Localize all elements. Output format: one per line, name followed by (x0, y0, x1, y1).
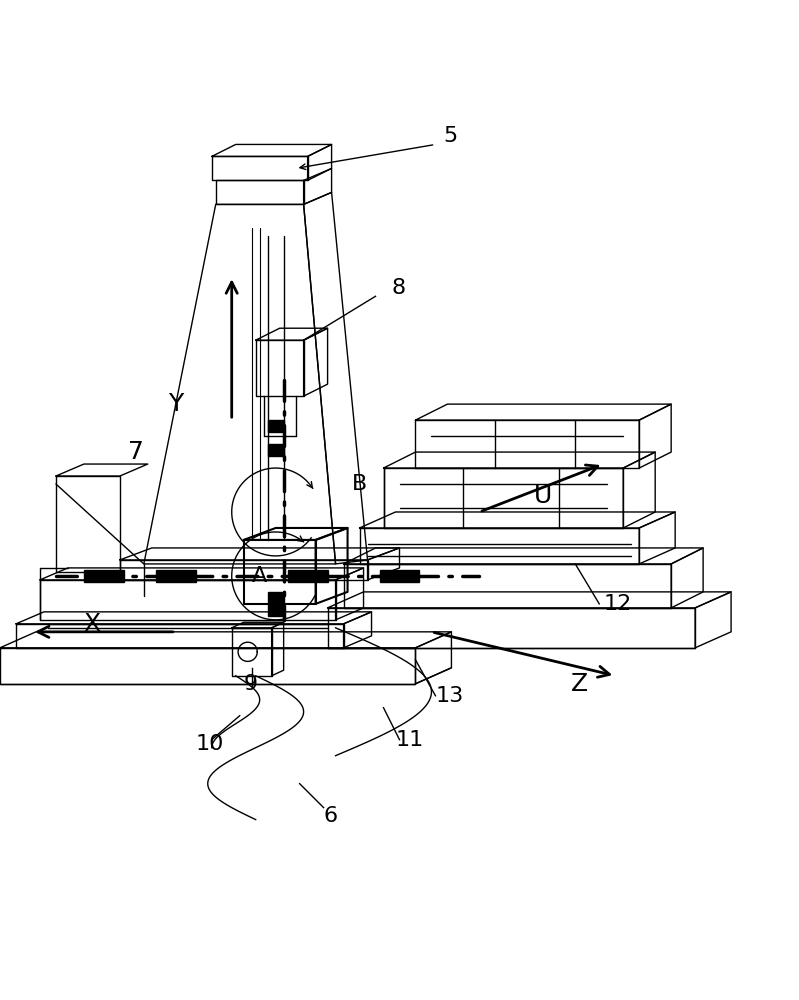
Text: Y: Y (168, 392, 184, 416)
Text: U: U (535, 484, 552, 508)
Bar (268, 444, 284, 456)
Bar (156, 570, 196, 582)
Bar (84, 570, 124, 582)
Text: 10: 10 (196, 734, 225, 754)
Text: 9: 9 (244, 674, 258, 694)
Text: Z: Z (570, 672, 588, 696)
Bar (268, 420, 284, 432)
Text: 13: 13 (435, 686, 463, 706)
Text: B: B (352, 474, 367, 494)
Bar (288, 570, 328, 582)
Text: A: A (252, 566, 267, 586)
Text: 7: 7 (128, 440, 144, 464)
Text: 12: 12 (603, 594, 631, 614)
Text: 6: 6 (324, 806, 338, 826)
Bar (268, 592, 284, 616)
Text: 8: 8 (392, 278, 406, 298)
Text: 5: 5 (443, 126, 458, 146)
Text: X: X (83, 612, 101, 636)
Text: 11: 11 (396, 730, 423, 750)
Bar (380, 570, 419, 582)
